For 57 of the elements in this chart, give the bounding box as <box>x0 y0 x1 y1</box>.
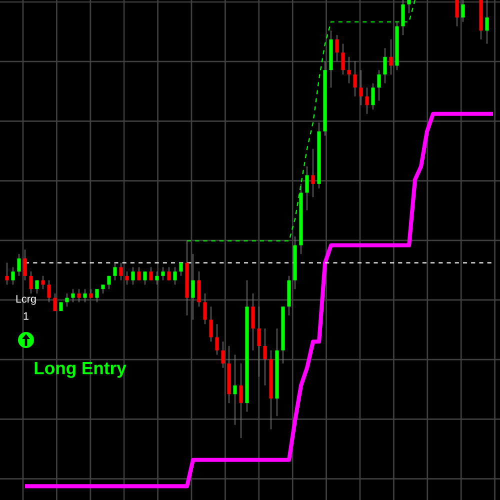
candlestick <box>137 266 141 281</box>
candlestick <box>11 266 15 286</box>
candlestick <box>125 271 129 286</box>
candlestick <box>119 262 123 281</box>
candlestick <box>221 341 225 368</box>
candlestick <box>131 266 135 286</box>
candlestick <box>197 271 201 307</box>
candlestick <box>77 288 81 303</box>
candlestick <box>383 48 387 84</box>
candlestick <box>371 82 375 110</box>
candlestick <box>107 276 111 290</box>
candlestick <box>113 262 117 281</box>
candlestick <box>461 0 465 22</box>
candlestick <box>341 43 345 75</box>
candlestick <box>41 276 45 290</box>
candlestick <box>95 288 99 303</box>
candlestick <box>251 293 255 351</box>
candlestick <box>17 254 21 276</box>
candlestick <box>335 34 339 62</box>
candlestick <box>215 324 219 356</box>
candlestick <box>311 148 315 198</box>
candlestick <box>179 262 183 276</box>
candlestick <box>65 293 69 307</box>
candlestick <box>359 70 363 106</box>
candlestick <box>143 271 147 286</box>
candlestick <box>173 266 177 286</box>
annotation: 1 <box>24 312 28 320</box>
candlestick <box>233 354 237 426</box>
candlestick <box>53 293 57 312</box>
candlestick <box>407 0 411 14</box>
candlestick <box>347 56 351 84</box>
candlestick <box>257 306 261 378</box>
candlestick <box>23 249 27 281</box>
candlestick <box>485 0 489 44</box>
candlestick <box>239 363 243 438</box>
candlestick <box>389 39 393 75</box>
annotation: Long Entry <box>34 362 126 378</box>
candlestick <box>5 262 9 286</box>
candlestick <box>29 271 33 294</box>
candlestick <box>377 70 381 102</box>
candlestick <box>155 271 159 286</box>
candlestick <box>35 280 39 294</box>
candlestick <box>353 60 357 97</box>
candlestick <box>149 266 153 281</box>
candlestick <box>305 166 309 211</box>
candlestick <box>455 0 459 27</box>
annotation: Lcrg <box>16 295 36 305</box>
candlestick <box>209 306 213 342</box>
candlestick <box>161 266 165 281</box>
candlestick <box>365 87 369 114</box>
candlestick <box>191 254 195 320</box>
candlestick <box>167 266 171 281</box>
candlestick <box>263 328 267 386</box>
candlestick <box>47 280 51 303</box>
candlestick <box>71 288 75 303</box>
candlestick <box>83 288 87 303</box>
candlestick <box>203 293 207 325</box>
